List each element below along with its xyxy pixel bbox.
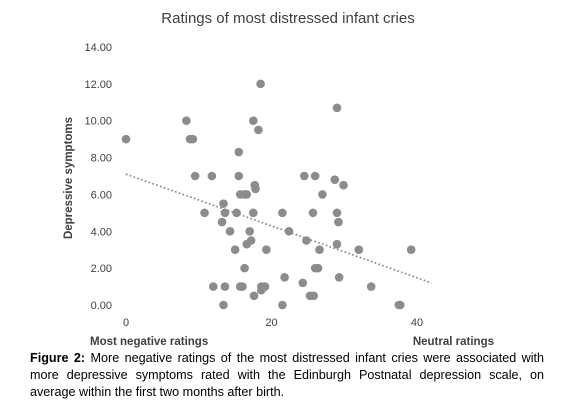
- data-point: [339, 180, 348, 190]
- data-point: [334, 273, 344, 282]
- data-point: [219, 300, 228, 310]
- chart-title: Ratings of most distressed infant cries: [161, 10, 414, 27]
- y-tick-label: 0.00: [91, 300, 112, 312]
- y-tick-label: 6.00: [91, 189, 112, 201]
- data-point: [332, 208, 342, 218]
- x-axis-title-right: Neutral ratings: [413, 336, 494, 348]
- data-point: [232, 208, 241, 218]
- data-point: [256, 79, 265, 89]
- y-tick-label: 4.00: [91, 226, 112, 238]
- caption-label: Figure 2:: [30, 351, 86, 365]
- data-point: [251, 184, 260, 194]
- data-point: [238, 282, 247, 291]
- data-point: [310, 171, 320, 181]
- data-point: [278, 208, 287, 218]
- data-point: [332, 103, 342, 113]
- data-points: [121, 79, 416, 310]
- data-point: [395, 300, 405, 310]
- data-point: [200, 208, 209, 218]
- x-axis-title-left: Most negative ratings: [90, 336, 208, 348]
- data-point: [220, 208, 230, 218]
- trendline: [125, 173, 432, 284]
- data-point: [406, 245, 416, 255]
- caption-text: More negative ratings of the most distre…: [30, 351, 545, 399]
- data-point: [280, 273, 289, 282]
- data-point: [299, 171, 309, 181]
- data-point: [302, 236, 311, 245]
- y-tick-label: 12.00: [84, 79, 112, 91]
- data-point: [249, 291, 259, 301]
- data-point: [354, 245, 364, 255]
- data-point: [242, 190, 252, 199]
- data-point: [190, 171, 200, 181]
- data-point: [182, 116, 191, 126]
- x-tick-label: 20: [265, 317, 277, 329]
- data-point: [309, 291, 318, 301]
- data-point: [254, 125, 263, 135]
- data-point: [318, 190, 327, 199]
- scatter-chart: Ratings of most distressed infant cries …: [63, 10, 494, 348]
- data-point: [298, 278, 308, 288]
- y-axis-title: Depressive symptoms: [63, 117, 75, 239]
- y-tick-label: 14.00: [84, 42, 112, 54]
- data-point: [246, 236, 256, 245]
- x-tick-label: 40: [411, 317, 423, 329]
- data-point: [334, 217, 343, 227]
- data-point: [225, 226, 235, 236]
- data-point: [220, 282, 230, 291]
- data-point: [240, 263, 249, 273]
- data-point: [219, 199, 228, 208]
- data-point: [209, 282, 218, 291]
- y-tick-label: 2.00: [91, 263, 112, 275]
- data-point: [230, 245, 240, 255]
- y-tick-label: 10.00: [84, 116, 112, 128]
- data-point: [188, 134, 198, 144]
- data-point: [284, 226, 294, 236]
- y-axis-ticks: 0.00 2.00 4.00 6.00 8.00 10.00 12.00 14.00: [84, 42, 112, 312]
- x-tick-label: 0: [123, 317, 129, 329]
- figure-caption: Figure 2: More negative ratings of the m…: [30, 350, 544, 401]
- data-point: [121, 134, 131, 144]
- data-point: [330, 175, 340, 184]
- data-point: [207, 171, 217, 181]
- data-point: [278, 300, 287, 310]
- data-point: [332, 239, 342, 249]
- data-point: [217, 217, 227, 227]
- data-point: [245, 226, 254, 236]
- data-point: [234, 147, 244, 157]
- data-point: [249, 116, 258, 126]
- data-point: [260, 282, 270, 291]
- data-point: [308, 208, 318, 218]
- y-tick-label: 8.00: [91, 153, 112, 165]
- data-point: [315, 245, 324, 255]
- x-axis-ticks: 0 20 40: [123, 317, 423, 329]
- data-point: [249, 208, 258, 218]
- data-point: [313, 263, 323, 273]
- data-point: [366, 282, 376, 291]
- data-point: [262, 245, 271, 255]
- data-point: [234, 171, 244, 181]
